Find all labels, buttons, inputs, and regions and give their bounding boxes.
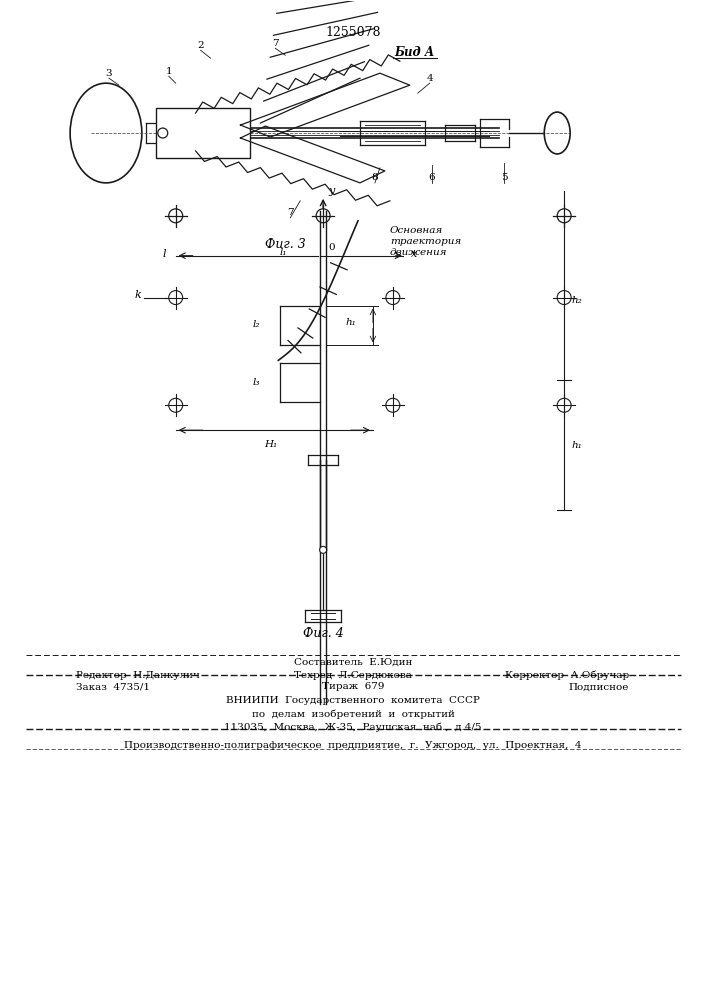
Text: Тираж  679: Тираж 679 [322, 682, 384, 691]
Text: 7: 7 [272, 39, 279, 48]
Text: 1: 1 [165, 67, 172, 76]
Text: 4: 4 [426, 74, 433, 83]
Text: l: l [162, 249, 165, 259]
Text: k: k [134, 290, 141, 300]
Text: 2: 2 [197, 41, 204, 50]
Text: по  делам  изобретений  и  открытий: по делам изобретений и открытий [252, 709, 455, 719]
Text: Производственно-полиграфическое  предприятие,  г.  Ужгород,  ул.  Проектная,  4: Производственно-полиграфическое предприя… [124, 741, 582, 750]
Text: Бид А: Бид А [395, 46, 435, 59]
Text: h₂: h₂ [571, 296, 582, 305]
Text: Заказ  4735/1: Заказ 4735/1 [76, 682, 150, 691]
Text: 0: 0 [328, 243, 334, 252]
Text: 8: 8 [372, 173, 378, 182]
Text: l₂: l₂ [253, 320, 260, 329]
Text: y: y [328, 186, 334, 196]
Text: Составитель  Е.Юдин: Составитель Е.Юдин [294, 658, 412, 667]
Text: 7: 7 [287, 208, 293, 217]
Text: Фиг. 3: Фиг. 3 [265, 238, 305, 251]
Text: Корректор  А.Обручар: Корректор А.Обручар [505, 671, 629, 680]
Text: H₁: H₁ [264, 440, 277, 449]
Text: l₃: l₃ [253, 378, 260, 387]
Text: l₁: l₁ [280, 248, 287, 257]
Text: 3: 3 [105, 69, 112, 78]
Text: 6: 6 [428, 173, 435, 182]
Text: Редактор  Н.Данкулич: Редактор Н.Данкулич [76, 671, 200, 680]
Text: Техред  Л.Сердюкова: Техред Л.Сердюкова [294, 671, 412, 680]
Text: h₁: h₁ [345, 318, 356, 327]
Text: Основная
траектория
движения: Основная траектория движения [390, 226, 461, 257]
Text: 5: 5 [501, 173, 508, 182]
Text: Фиг. 4: Фиг. 4 [303, 627, 344, 640]
Text: Подписное: Подписное [568, 682, 629, 691]
Circle shape [320, 546, 327, 553]
Bar [156, 108, 250, 158]
Text: 1255078: 1255078 [325, 26, 381, 39]
Text: 113035,  Москва,  Ж-35,  Раушская  наб.,  д.4/5: 113035, Москва, Ж-35, Раушская наб., д.4… [224, 722, 481, 732]
Text: h₁: h₁ [571, 441, 582, 450]
Text: ВНИИПИ  Государственного  комитета  СССР: ВНИИПИ Государственного комитета СССР [226, 696, 480, 705]
Circle shape [158, 128, 168, 138]
Text: x: x [411, 249, 417, 259]
